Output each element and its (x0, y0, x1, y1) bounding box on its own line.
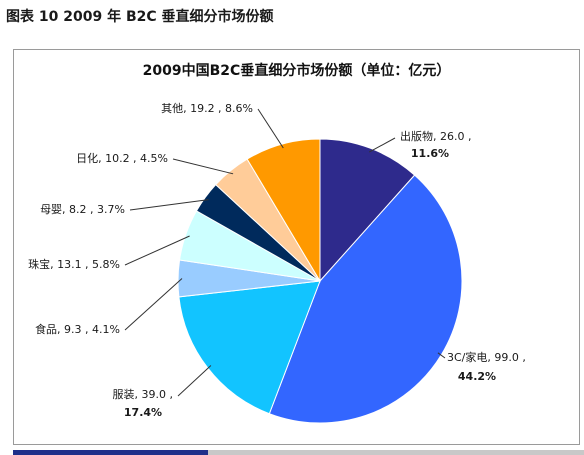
slice-percent-1: 44.2% (458, 370, 496, 383)
slice-label-0: 出版物, 26.0 , (400, 129, 471, 143)
pie-slices (177, 138, 463, 424)
chart-title: 2009中国B2C垂直细分市场份额（单位：亿元） (142, 63, 451, 79)
leader-line-1 (437, 352, 446, 359)
slice-label-2: 服装, 39.0 , (113, 388, 173, 401)
slice-label-3: 食品, 9.3 , 4.1% (35, 322, 120, 336)
leader-line-4 (124, 235, 190, 266)
slice-labels: 出版物, 26.0 , 11.6% 3C/家电, 99.0 , 44.2% 服装, 39… (28, 102, 526, 419)
footer-bar-dark (13, 450, 208, 455)
leader-line-3 (124, 278, 183, 331)
figure-caption: 图表 10 2009 年 B2C 垂直细分市场份额 (6, 9, 274, 25)
pie-slice-0 (319, 138, 416, 283)
slice-label-5: 母婴, 8.2 , 3.7% (40, 203, 125, 216)
slice-label-1: 3C/家电, 99.0 , (447, 350, 526, 364)
slice-label-6: 日化, 10.2 , 4.5% (76, 151, 168, 165)
leader-lines (124, 108, 446, 397)
slice-label-4: 珠宝, 13.1 , 5.8% (28, 257, 120, 271)
slice-percent-0: 11.6% (411, 147, 449, 160)
leader-line-6 (172, 158, 234, 175)
footer-bar-light (208, 450, 584, 455)
leader-line-0 (368, 137, 396, 153)
pie-slice-7 (246, 138, 321, 283)
leader-line-2 (177, 365, 212, 397)
leader-line-7 (257, 108, 284, 149)
slice-label-7: 其他, 19.2 , 8.6% (161, 102, 253, 115)
leader-line-5 (129, 199, 209, 211)
slice-percent-2: 17.4% (124, 406, 162, 419)
